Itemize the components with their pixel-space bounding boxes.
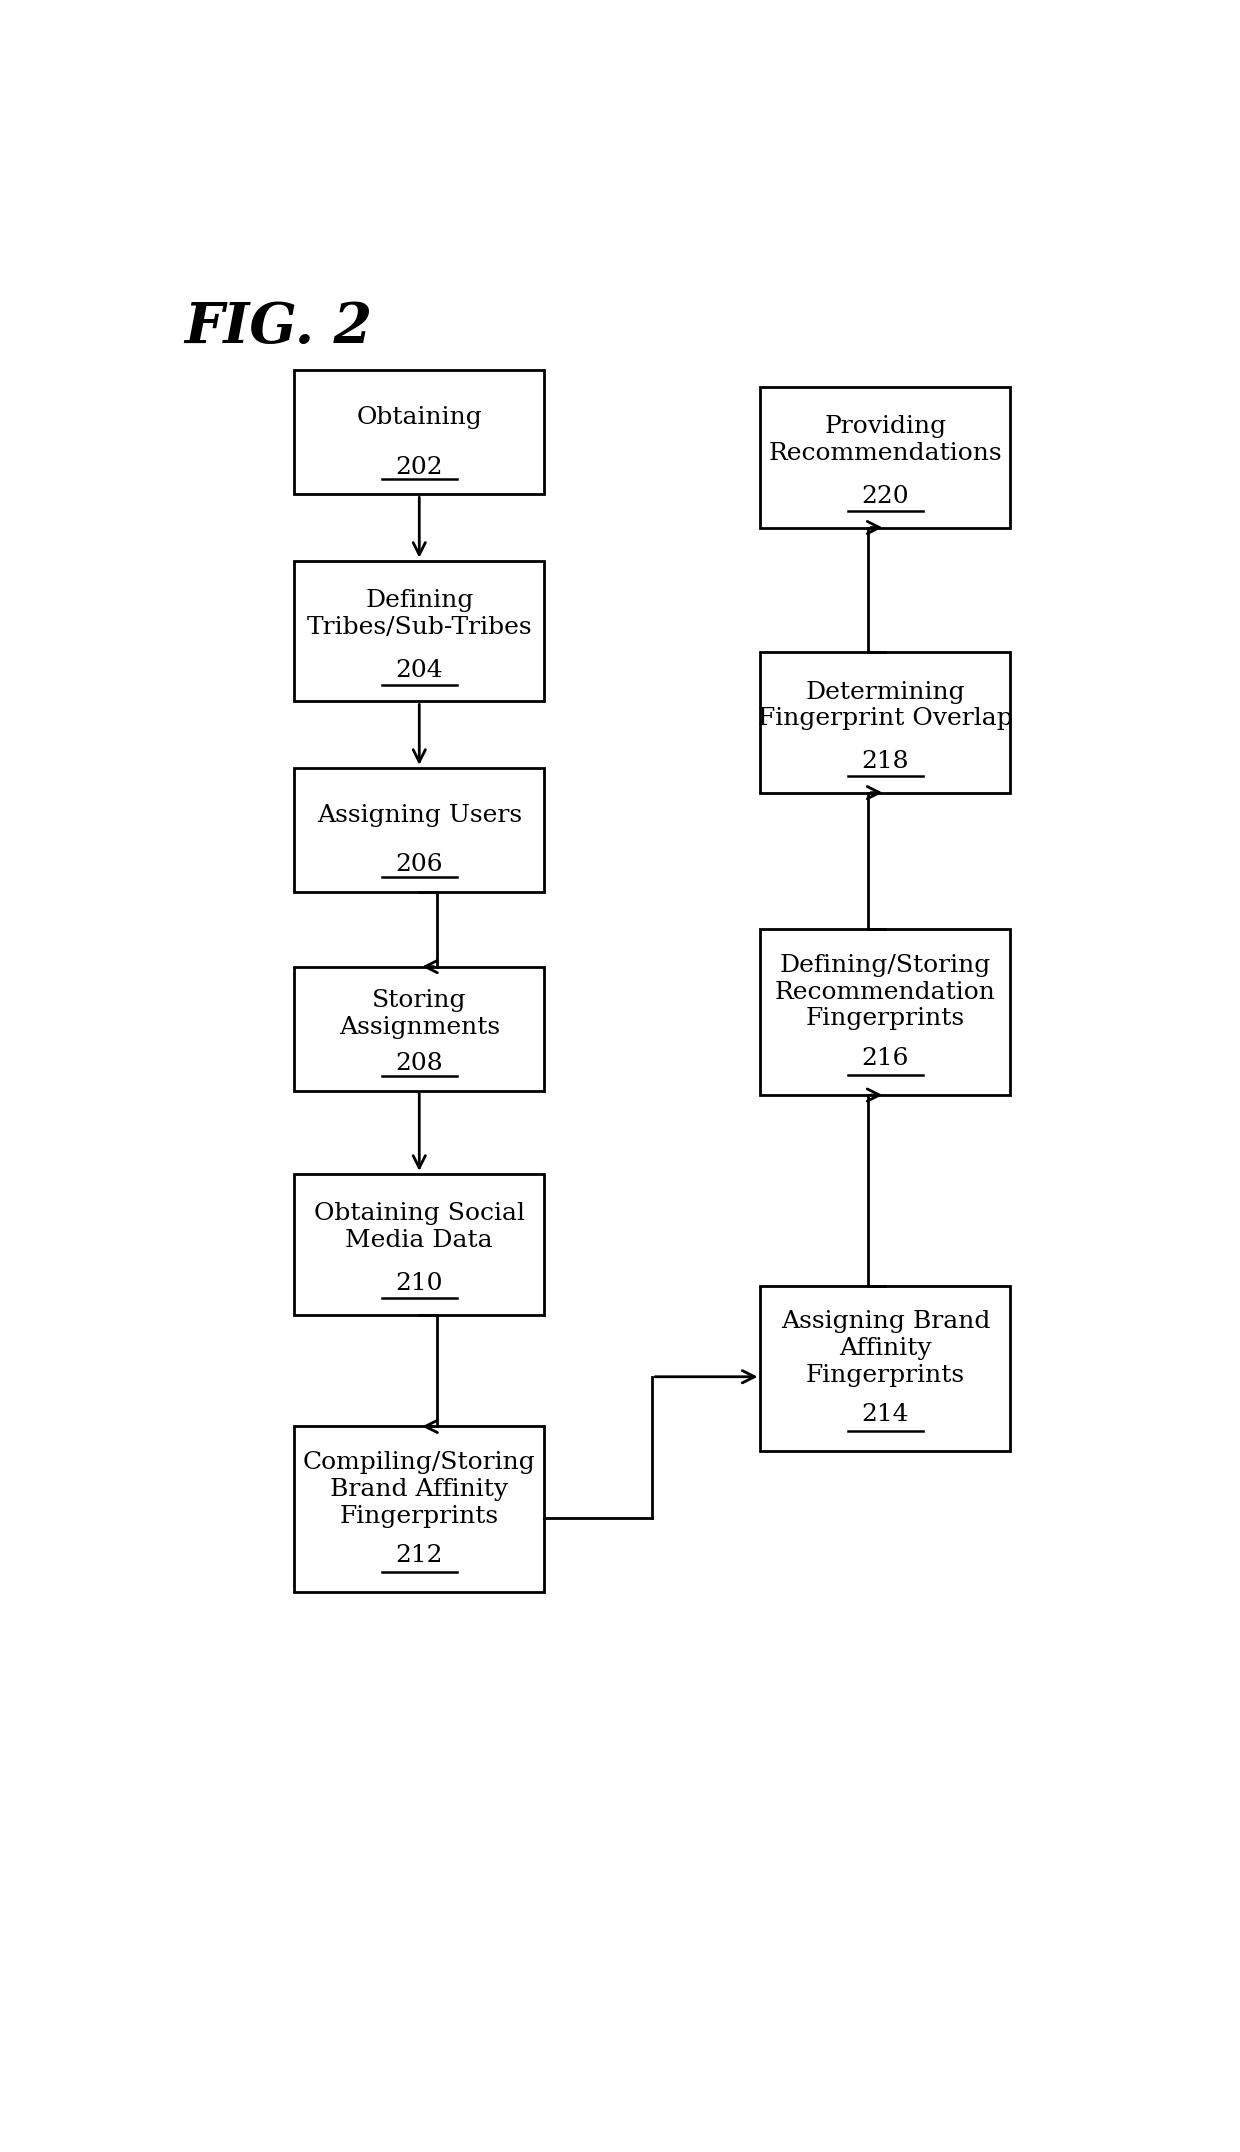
Bar xyxy=(294,966,544,1091)
Text: Obtaining Social
Media Data: Obtaining Social Media Data xyxy=(314,1203,525,1252)
Text: 220: 220 xyxy=(862,484,909,508)
Text: 210: 210 xyxy=(396,1272,443,1296)
Text: 202: 202 xyxy=(396,456,443,478)
Bar xyxy=(294,370,544,495)
Text: 212: 212 xyxy=(396,1545,443,1567)
Bar xyxy=(760,652,1011,792)
Text: Defining/Storing
Recommendation
Fingerprints: Defining/Storing Recommendation Fingerpr… xyxy=(775,953,996,1031)
Text: Obtaining: Obtaining xyxy=(356,407,482,428)
Bar xyxy=(760,930,1011,1095)
Text: FIG. 2: FIG. 2 xyxy=(184,299,372,355)
Text: 204: 204 xyxy=(396,659,443,682)
Text: Determining
Fingerprint Overlap: Determining Fingerprint Overlap xyxy=(758,680,1013,730)
Text: Assigning Users: Assigning Users xyxy=(316,803,522,826)
Text: 216: 216 xyxy=(862,1048,909,1070)
Bar xyxy=(294,1173,544,1315)
Text: Storing
Assignments: Storing Assignments xyxy=(339,990,500,1039)
Text: 208: 208 xyxy=(396,1052,443,1076)
Text: Compiling/Storing
Brand Affinity
Fingerprints: Compiling/Storing Brand Affinity Fingerp… xyxy=(303,1450,536,1528)
Text: 218: 218 xyxy=(862,751,909,773)
Bar xyxy=(294,768,544,893)
Bar xyxy=(294,562,544,702)
Text: Defining
Tribes/Sub-Tribes: Defining Tribes/Sub-Tribes xyxy=(306,590,532,639)
Text: Assigning Brand
Affinity
Fingerprints: Assigning Brand Affinity Fingerprints xyxy=(781,1311,990,1386)
Text: 206: 206 xyxy=(396,852,443,876)
Bar xyxy=(294,1427,544,1592)
Text: 214: 214 xyxy=(862,1403,909,1427)
Text: Providing
Recommendations: Providing Recommendations xyxy=(769,415,1002,465)
Bar xyxy=(760,1285,1011,1450)
Bar xyxy=(760,387,1011,527)
